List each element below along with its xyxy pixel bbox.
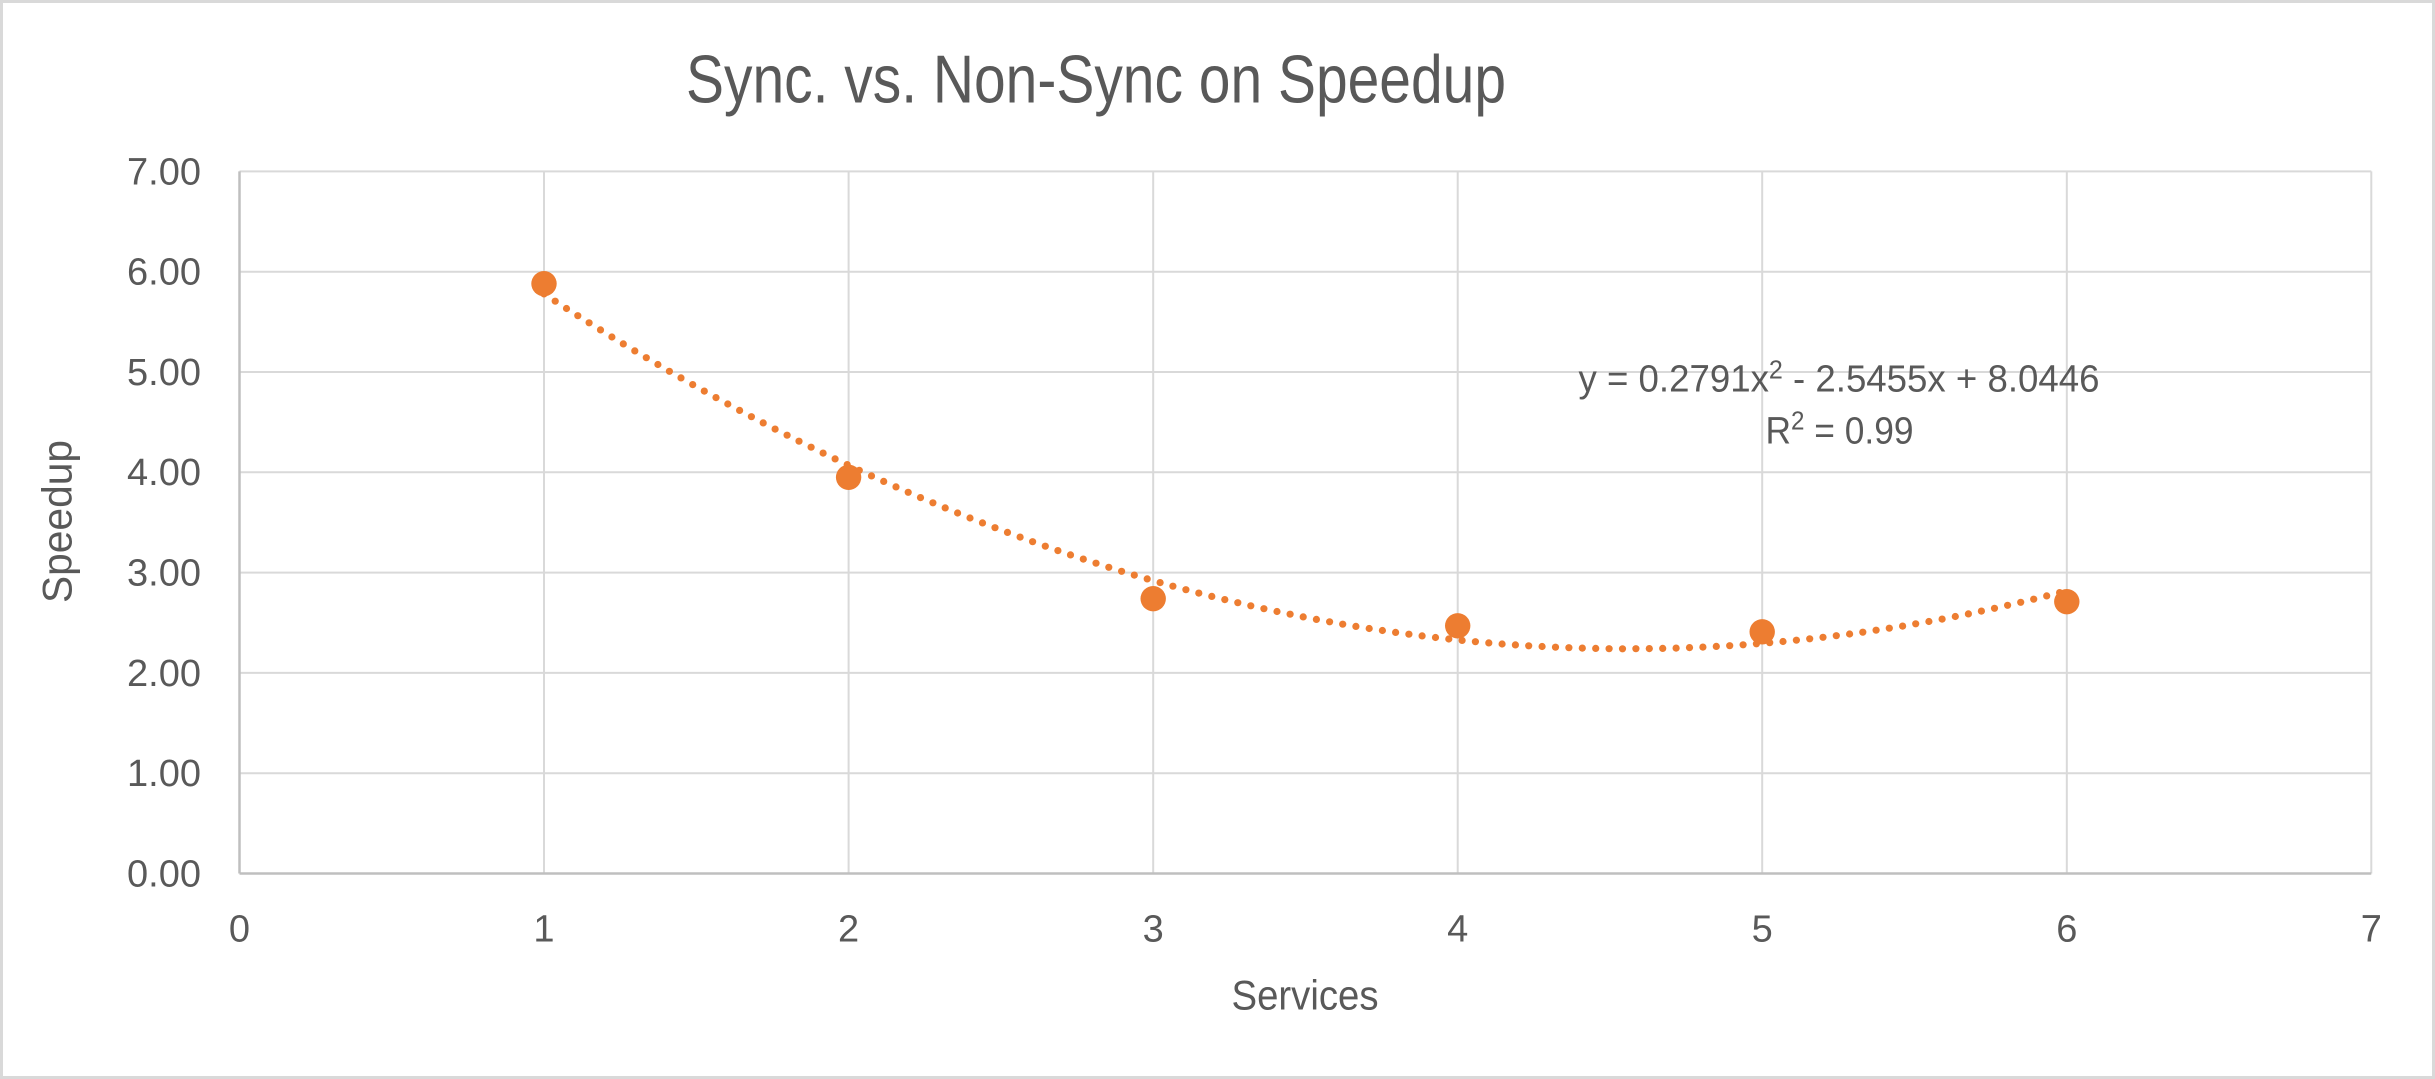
- svg-text:2: 2: [838, 908, 859, 950]
- svg-text:Speedup: Speedup: [34, 440, 81, 603]
- svg-text:0.00: 0.00: [127, 853, 201, 895]
- svg-text:0: 0: [229, 908, 250, 950]
- svg-text:3: 3: [1143, 908, 1164, 950]
- svg-text:4: 4: [1447, 908, 1468, 950]
- svg-text:6.00: 6.00: [127, 252, 201, 294]
- svg-text:3.00: 3.00: [127, 553, 201, 595]
- svg-text:Sync. vs. Non-Sync on Speedup: Sync. vs. Non-Sync on Speedup: [686, 42, 1506, 118]
- svg-text:5.00: 5.00: [127, 352, 201, 394]
- svg-text:1.00: 1.00: [127, 753, 201, 795]
- svg-text:2.00: 2.00: [127, 653, 201, 695]
- svg-text:R2 = 0.99: R2 = 0.99: [1766, 406, 1914, 453]
- svg-text:7.00: 7.00: [127, 151, 201, 193]
- svg-text:y = 0.2791x2 - 2.5455x + 8.044: y = 0.2791x2 - 2.5455x + 8.0446: [1579, 355, 2100, 401]
- svg-text:5: 5: [1752, 908, 1773, 950]
- svg-text:7: 7: [2361, 908, 2382, 950]
- svg-text:4.00: 4.00: [127, 452, 201, 494]
- svg-text:6: 6: [2056, 908, 2077, 950]
- svg-text:Services: Services: [1232, 972, 1379, 1019]
- svg-text:1: 1: [533, 908, 554, 950]
